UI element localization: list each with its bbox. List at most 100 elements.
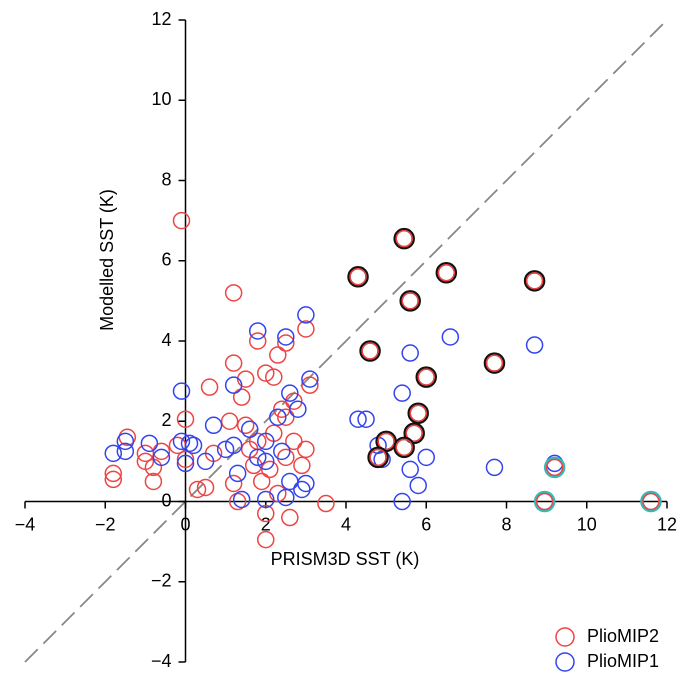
point — [152, 448, 171, 467]
point — [277, 448, 295, 467]
point — [535, 492, 554, 511]
point — [216, 440, 235, 459]
point — [293, 480, 311, 499]
point — [257, 432, 275, 451]
x-tick-label: −4 — [15, 514, 36, 534]
point — [104, 444, 123, 463]
point — [401, 460, 419, 479]
point — [297, 320, 315, 338]
x-tick-label: 12 — [657, 514, 677, 534]
point — [240, 420, 259, 439]
point — [265, 368, 283, 386]
highlight-ring — [399, 290, 421, 312]
point — [405, 424, 423, 443]
highlight-ring — [543, 456, 566, 479]
point — [273, 442, 291, 461]
point — [395, 229, 413, 248]
point — [545, 458, 564, 477]
point — [409, 404, 427, 422]
point — [248, 322, 267, 340]
highlight-ring — [415, 366, 437, 388]
point — [116, 432, 135, 451]
point — [118, 428, 137, 447]
y-tick-label: 12 — [151, 9, 171, 29]
y-tick-label: 10 — [151, 89, 171, 109]
point — [136, 452, 155, 471]
point — [116, 442, 135, 461]
point — [224, 436, 243, 455]
point — [349, 268, 367, 286]
x-tick-label: 10 — [577, 514, 597, 534]
x-axis-label: PRISM3D SST (K) — [271, 549, 420, 569]
point — [281, 508, 299, 527]
x-tick-label: 2 — [261, 514, 271, 534]
point — [409, 476, 427, 495]
point — [252, 472, 271, 491]
point — [269, 484, 287, 503]
y-tick-label: 4 — [161, 330, 171, 350]
point — [401, 292, 419, 310]
highlight-ring — [483, 352, 506, 374]
point — [144, 472, 163, 491]
point — [281, 384, 299, 402]
point — [357, 410, 375, 428]
point — [204, 416, 223, 435]
point — [257, 504, 275, 523]
point — [257, 530, 275, 549]
highlight-ring — [347, 266, 369, 288]
legend-label: PlioMIP2 — [587, 626, 659, 646]
y-tick-label: 6 — [161, 250, 171, 270]
point — [172, 211, 191, 230]
point — [248, 448, 267, 467]
point — [277, 334, 295, 352]
point — [297, 474, 315, 493]
point — [248, 332, 267, 350]
point — [180, 434, 199, 453]
point — [184, 436, 203, 455]
point — [393, 492, 411, 511]
point — [176, 454, 195, 473]
point — [228, 464, 247, 483]
point — [104, 464, 123, 483]
highlight-ring — [393, 227, 415, 250]
x-tick-label: 0 — [180, 514, 190, 534]
point — [136, 444, 155, 463]
point — [317, 494, 335, 513]
legend-marker — [555, 627, 575, 647]
highlight-ring — [523, 270, 546, 292]
point — [257, 490, 275, 509]
point — [104, 470, 123, 489]
point — [437, 264, 456, 282]
point — [441, 328, 460, 346]
point — [485, 458, 504, 477]
point — [277, 488, 295, 507]
point — [200, 378, 219, 396]
point — [220, 412, 239, 430]
point — [172, 382, 191, 400]
point — [301, 376, 319, 394]
point — [417, 368, 435, 386]
point — [140, 434, 159, 453]
point — [281, 472, 299, 491]
point — [285, 432, 303, 451]
point — [277, 408, 295, 426]
highlight-ring — [435, 262, 458, 284]
point — [224, 354, 243, 372]
point — [285, 392, 303, 410]
highlight-ring — [407, 402, 429, 424]
point — [261, 460, 279, 479]
point — [196, 478, 215, 497]
x-tick-label: 4 — [341, 514, 351, 534]
highlight-ring — [640, 490, 662, 513]
point — [172, 432, 191, 451]
point — [196, 452, 215, 471]
point — [224, 284, 243, 302]
point — [176, 450, 195, 469]
point — [224, 376, 243, 394]
y-tick-label: −4 — [151, 651, 172, 671]
point — [277, 328, 295, 346]
point — [393, 384, 411, 402]
point — [373, 450, 391, 469]
point — [228, 492, 247, 511]
